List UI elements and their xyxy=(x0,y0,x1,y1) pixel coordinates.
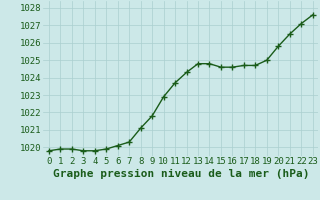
X-axis label: Graphe pression niveau de la mer (hPa): Graphe pression niveau de la mer (hPa) xyxy=(52,169,309,179)
